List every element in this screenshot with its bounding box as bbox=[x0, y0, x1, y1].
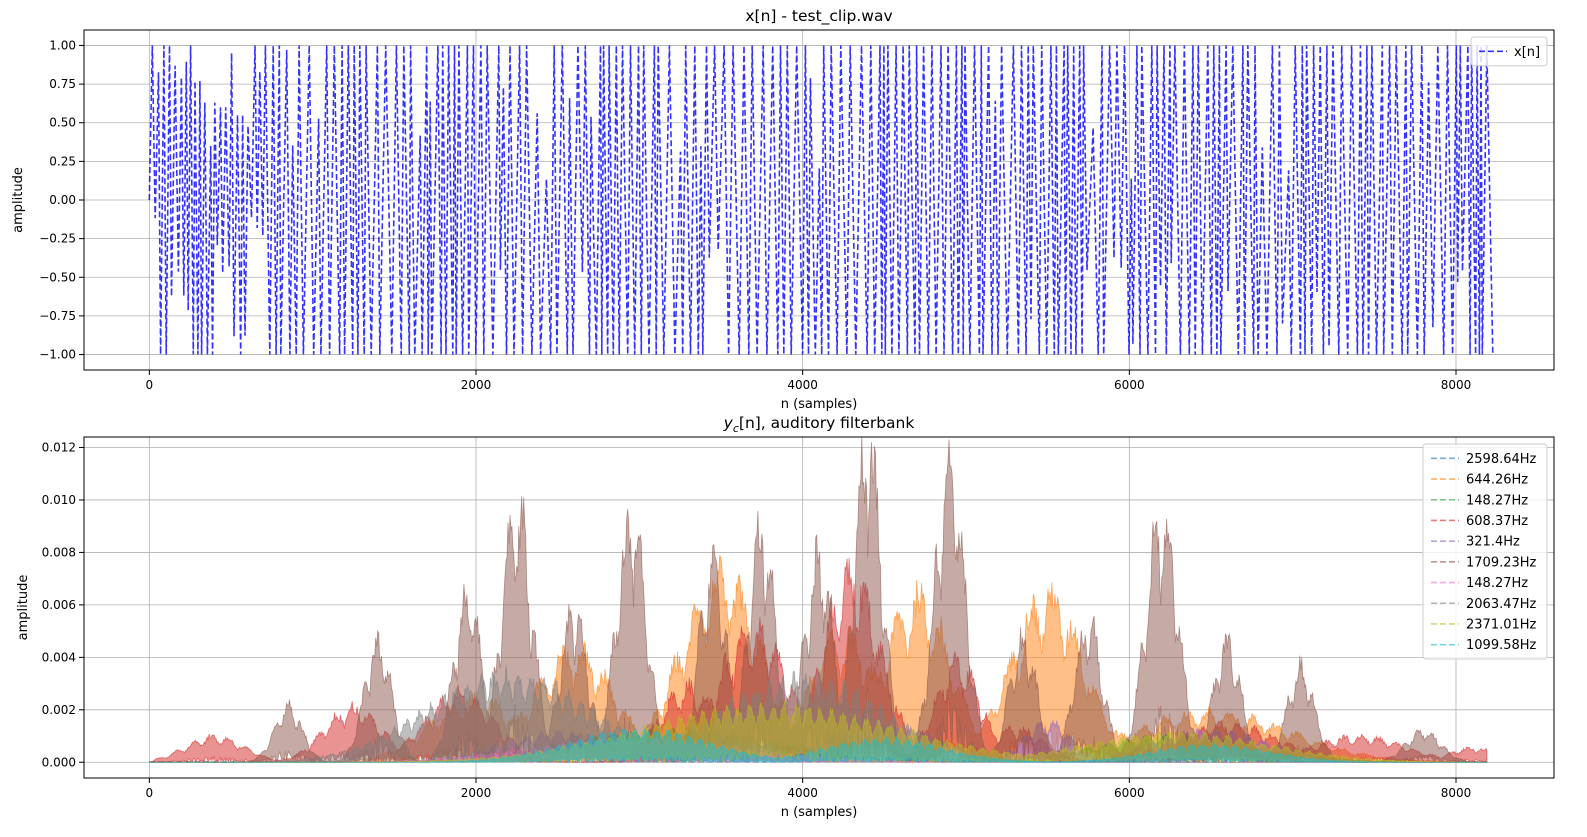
y-tick-label: 0.006 bbox=[42, 598, 76, 612]
chart-title: x[n] - test_clip.wav bbox=[745, 7, 892, 26]
legend-label: 2598.64Hz bbox=[1466, 452, 1537, 467]
chart-1: 0 2000 4000 6000 8000 −1.00 −0.75 −0.50 −0.25 0.0… bbox=[11, 7, 1555, 412]
series-line-x-n bbox=[148, 45, 1494, 355]
legend-label: 2371.01Hz bbox=[1466, 617, 1537, 632]
legend-label: 644.26Hz bbox=[1466, 473, 1528, 488]
legend-label: 2063.47Hz bbox=[1466, 597, 1537, 612]
legend: 2598.64Hz 644.26Hz 148.27Hz 608.37Hz 321.4Hz… bbox=[1422, 443, 1548, 660]
y-tick-label: 0.010 bbox=[42, 493, 76, 507]
x-tick-label: 0 bbox=[146, 378, 154, 392]
series-band bbox=[149, 727, 1487, 764]
x-tick-label: 6000 bbox=[1114, 378, 1145, 392]
y-tick-label: 0.002 bbox=[42, 703, 76, 717]
y-tick-label: 0.50 bbox=[49, 116, 76, 130]
legend-box bbox=[1422, 443, 1548, 660]
y-tick-label: 0.008 bbox=[42, 545, 76, 559]
legend-label: 321.4Hz bbox=[1466, 535, 1520, 550]
axes-frame bbox=[83, 436, 1555, 779]
plot-area bbox=[148, 45, 1494, 355]
legend-box bbox=[1470, 36, 1548, 67]
x-axis-label: n (samples) bbox=[781, 397, 858, 412]
y-axis-label: amplitude bbox=[16, 575, 31, 641]
legend-label: 1099.58Hz bbox=[1466, 638, 1537, 653]
y-tick-label: 0.75 bbox=[49, 77, 76, 91]
x-tick-label: 6000 bbox=[1114, 786, 1145, 800]
y-axis-label: amplitude bbox=[11, 167, 26, 233]
x-tick-label: 0 bbox=[146, 786, 154, 800]
y-tick-label: −0.50 bbox=[39, 270, 76, 284]
y-tick-label: 0.000 bbox=[42, 755, 76, 769]
chart-2: 0 2000 4000 6000 8000 0.000 0.002 0.004 0.006 0.0… bbox=[16, 414, 1555, 820]
legend-label: 1709.23Hz bbox=[1466, 555, 1537, 570]
plot-area bbox=[149, 437, 1488, 764]
x-tick-label: 8000 bbox=[1441, 786, 1472, 800]
legend-label: 608.37Hz bbox=[1466, 514, 1528, 529]
legend: x[n] bbox=[1470, 36, 1548, 67]
x-tick-label: 8000 bbox=[1441, 378, 1472, 392]
x-tick-label: 2000 bbox=[461, 378, 492, 392]
legend-label: 148.27Hz bbox=[1466, 576, 1528, 591]
y-tick-label: 0.004 bbox=[42, 650, 76, 664]
y-tick-label: 0.012 bbox=[42, 440, 76, 454]
chart-title: yc[n], auditory filterbank bbox=[723, 414, 915, 435]
y-tick-label: −0.75 bbox=[39, 309, 76, 323]
y-tick-label: 0.25 bbox=[49, 154, 76, 168]
legend-label: 148.27Hz bbox=[1466, 493, 1528, 508]
y-tick-label: 1.00 bbox=[49, 38, 76, 52]
x-tick-label: 4000 bbox=[787, 786, 818, 800]
x-tick-label: 2000 bbox=[461, 786, 492, 800]
y-tick-label: −0.25 bbox=[39, 232, 76, 246]
y-tick-label: 0.00 bbox=[49, 193, 76, 207]
x-axis-label: n (samples) bbox=[781, 805, 858, 820]
y-tick-label: −1.00 bbox=[39, 348, 76, 362]
x-tick-label: 4000 bbox=[787, 378, 818, 392]
legend-label: x[n] bbox=[1514, 45, 1540, 60]
